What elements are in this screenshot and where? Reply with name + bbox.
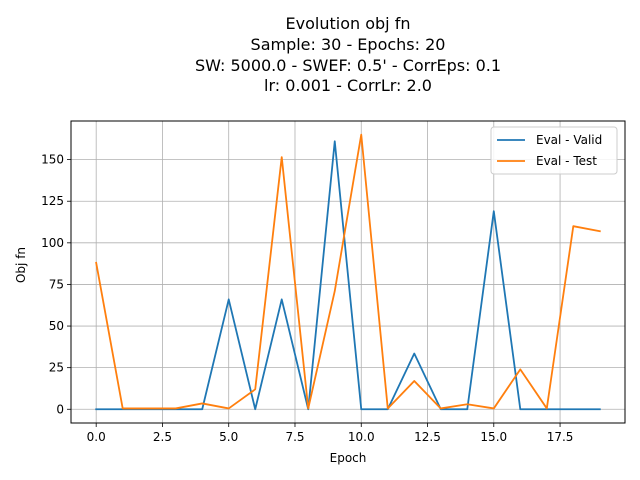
chart-title: Evolution obj fn Sample: 30 - Epochs: 20… [195, 14, 501, 95]
y-tick-label: 150 [41, 153, 64, 167]
x-tick-label: 0.0 [87, 430, 106, 444]
x-tick-label: 2.5 [153, 430, 172, 444]
legend-box [490, 126, 618, 175]
legend-label-valid: Eval - Valid [536, 133, 602, 147]
x-tick-label: 10.0 [348, 430, 375, 444]
legend: Eval - Valid Eval - Test [490, 126, 618, 175]
x-tick-label: 5.0 [219, 430, 238, 444]
title-line-1: Evolution obj fn [286, 14, 411, 33]
y-tick-label: 125 [41, 194, 64, 208]
y-tick-label: 75 [49, 277, 64, 291]
y-tick-label: 25 [49, 361, 64, 375]
x-tick-label: 17.5 [547, 430, 574, 444]
title-line-3: SW: 5000.0 - SWEF: 0.5' - CorrEps: 0.1 [195, 56, 501, 75]
series-layer [95, 133, 601, 411]
ticks: 0.0 2.5 5.0 7.5 10.0 12.5 15.0 17.5 0 25 50 75 100 12… [41, 153, 573, 444]
plot-frame [70, 120, 626, 424]
x-tick-label: 12.5 [414, 430, 441, 444]
legend-label-test: Eval - Test [536, 154, 597, 168]
y-tick-label: 0 [56, 402, 64, 416]
title-line-2: Sample: 30 - Epochs: 20 [251, 35, 446, 54]
series-line-test [95, 133, 601, 410]
x-axis-label: Epoch [330, 451, 367, 465]
y-axis-label: Obj fn [14, 247, 28, 283]
x-tick-label: 15.0 [480, 430, 507, 444]
x-tick-label: 7.5 [285, 430, 304, 444]
y-tick-label: 50 [49, 319, 64, 333]
title-line-4: lr: 0.001 - CorrLr: 2.0 [264, 76, 432, 95]
y-tick-label: 100 [41, 236, 64, 250]
